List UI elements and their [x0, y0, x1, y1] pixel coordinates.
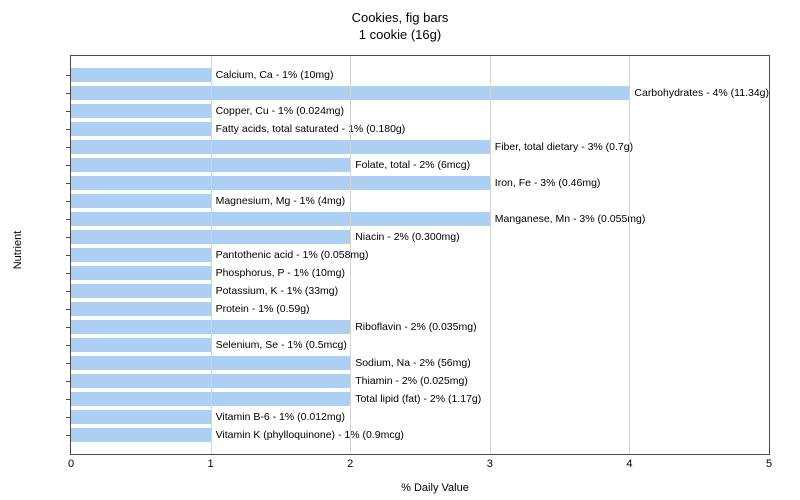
bar-label: Phosphorus, P - 1% (10mg) — [211, 267, 345, 279]
bar-label: Manganese, Mn - 3% (0.055mg) — [490, 213, 646, 225]
bar-label: Pantothenic acid - 1% (0.058mg) — [211, 249, 369, 261]
bar-label: Total lipid (fat) - 2% (1.17g) — [350, 393, 481, 405]
y-tick — [66, 327, 71, 328]
y-tick — [66, 381, 71, 382]
gridline — [350, 56, 351, 454]
y-tick — [66, 417, 71, 418]
y-tick — [66, 435, 71, 436]
bar-label: Copper, Cu - 1% (0.024mg) — [211, 105, 344, 117]
y-tick — [66, 129, 71, 130]
y-tick — [66, 273, 71, 274]
bar — [71, 194, 211, 208]
y-tick — [66, 147, 71, 148]
y-axis-label: Nutrient — [12, 231, 24, 270]
y-tick — [66, 399, 71, 400]
y-tick — [66, 237, 71, 238]
bar — [71, 176, 490, 190]
bar-label: Fiber, total dietary - 3% (0.7g) — [490, 141, 633, 153]
nutrient-bar-chart: Cookies, fig bars 1 cookie (16g) Nutrien… — [0, 0, 800, 500]
y-tick — [66, 165, 71, 166]
y-tick — [66, 255, 71, 256]
bar — [71, 266, 211, 280]
y-tick — [66, 111, 71, 112]
y-tick — [66, 183, 71, 184]
bar — [71, 338, 211, 352]
bar-label: Niacin - 2% (0.300mg) — [350, 231, 459, 243]
plot-area: Calcium, Ca - 1% (10mg) Carbohydrates - 4… — [70, 55, 770, 455]
x-tick-label: 3 — [487, 454, 493, 470]
y-tick — [66, 201, 71, 202]
bar-label: Thiamin - 2% (0.025mg) — [350, 375, 468, 387]
bar-label: Vitamin K (phylloquinone) - 1% (0.9mcg) — [211, 429, 404, 441]
bar-label: Sodium, Na - 2% (56mg) — [350, 357, 471, 369]
x-tick-label: 2 — [347, 454, 353, 470]
chart-title: Cookies, fig bars 1 cookie (16g) — [0, 10, 800, 44]
y-tick — [66, 309, 71, 310]
gridline — [211, 56, 212, 454]
title-line-2: 1 cookie (16g) — [0, 27, 800, 44]
bar — [71, 104, 211, 118]
gridline — [629, 56, 630, 454]
bar-label: Potassium, K - 1% (33mg) — [211, 285, 339, 297]
y-tick — [66, 291, 71, 292]
y-tick — [66, 363, 71, 364]
bar — [71, 284, 211, 298]
y-tick — [66, 75, 71, 76]
bar — [71, 122, 211, 136]
bar-label: Fatty acids, total saturated - 1% (0.180… — [211, 123, 406, 135]
bar-label: Riboflavin - 2% (0.035mg) — [350, 321, 476, 333]
bar-label: Folate, total - 2% (6mcg) — [350, 159, 470, 171]
bar-label: Calcium, Ca - 1% (10mg) — [211, 69, 334, 81]
title-line-1: Cookies, fig bars — [0, 10, 800, 27]
bar-label: Iron, Fe - 3% (0.46mg) — [490, 177, 601, 189]
bar — [71, 302, 211, 316]
x-tick-label: 1 — [208, 454, 214, 470]
bar — [71, 212, 490, 226]
y-tick — [66, 345, 71, 346]
x-axis-label: % Daily Value — [0, 482, 800, 494]
bar — [71, 140, 490, 154]
bar — [71, 68, 211, 82]
bar — [71, 410, 211, 424]
bar-label: Protein - 1% (0.59g) — [211, 303, 310, 315]
bar-label: Vitamin B-6 - 1% (0.012mg) — [211, 411, 345, 423]
y-tick — [66, 219, 71, 220]
bar-label: Carbohydrates - 4% (11.34g) — [629, 87, 769, 99]
y-tick — [66, 93, 71, 94]
bar — [71, 248, 211, 262]
x-tick-label: 5 — [766, 454, 772, 470]
bar-label: Magnesium, Mg - 1% (4mg) — [211, 195, 346, 207]
bar — [71, 428, 211, 442]
gridline — [490, 56, 491, 454]
x-tick-label: 4 — [626, 454, 632, 470]
bar-label: Selenium, Se - 1% (0.5mcg) — [211, 339, 347, 351]
bars-container: Calcium, Ca - 1% (10mg) Carbohydrates - 4… — [71, 56, 769, 454]
x-tick-label: 0 — [68, 454, 74, 470]
